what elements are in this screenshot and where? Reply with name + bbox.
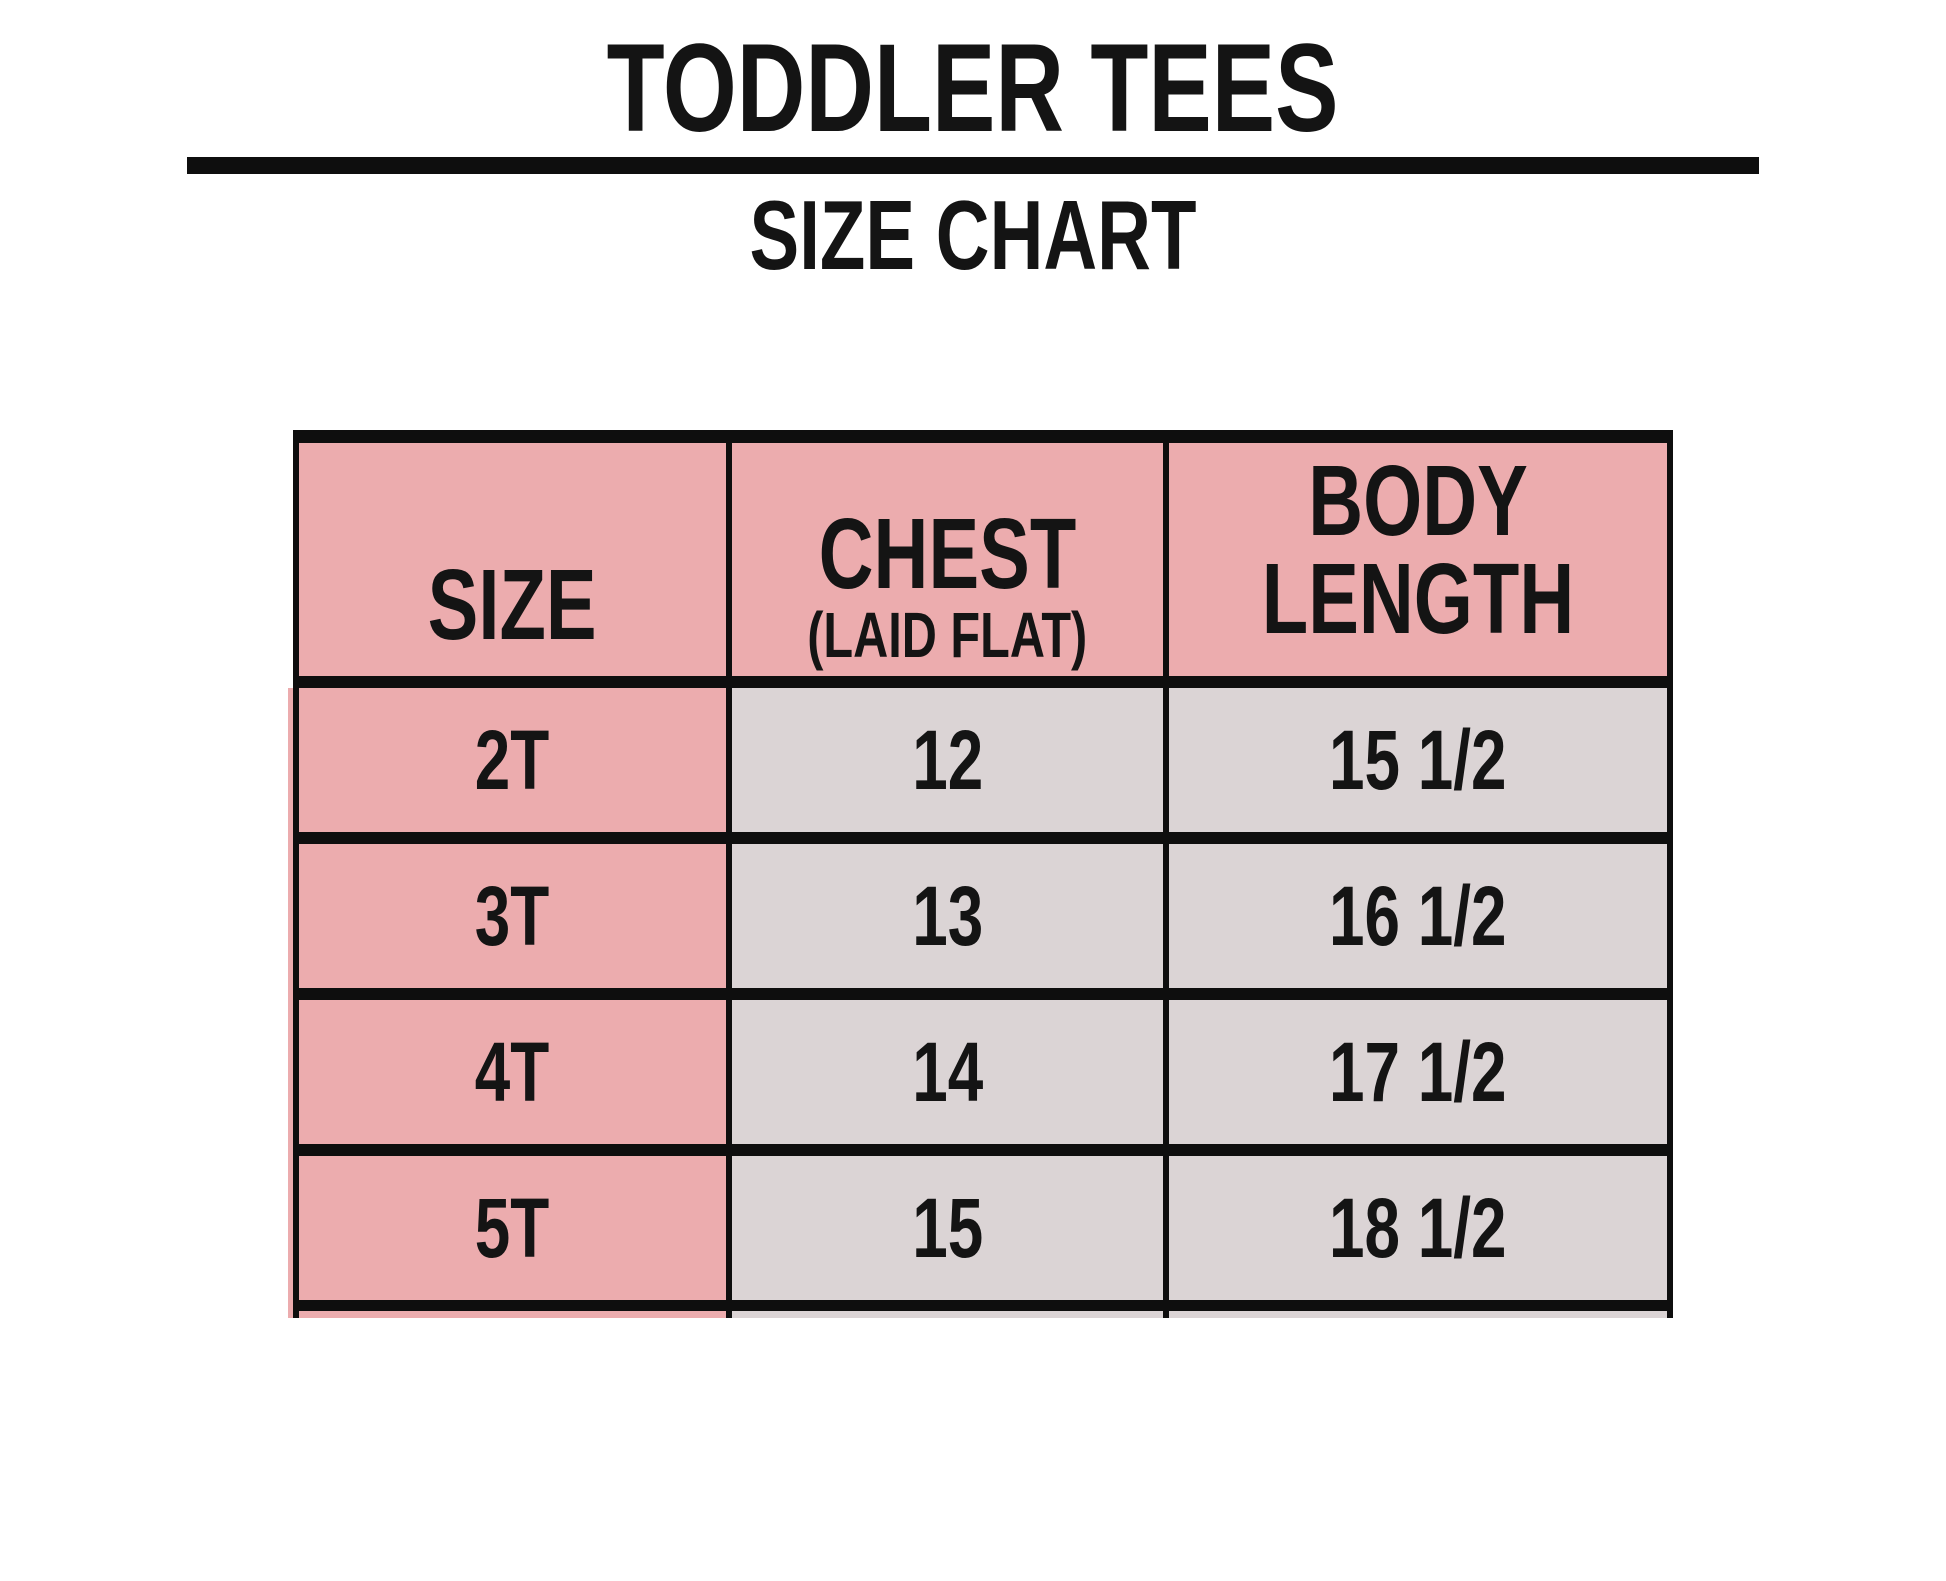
cell-body-length: 15 1/2 — [1163, 688, 1673, 832]
table-row-3t: 3T 13 16 1/2 — [293, 844, 1673, 1000]
size-value: 5T — [475, 1181, 550, 1275]
table-row-4t: 4T 14 17 1/2 — [293, 1000, 1673, 1156]
page-title-text: TODDLER TEES — [607, 19, 1339, 158]
chest-value: 12 — [911, 713, 984, 807]
size-value: 3T — [475, 869, 550, 963]
column-label-body-length: BODY LENGTH — [1261, 445, 1575, 655]
cell-size: 4T — [293, 1000, 726, 1144]
page-subtitle-text: SIZE CHART — [749, 180, 1197, 290]
cell-chest: 15 — [726, 1156, 1163, 1300]
bottom-sliver-size — [293, 1311, 726, 1318]
chest-value: 14 — [911, 1025, 984, 1119]
left-edge-overpaint — [288, 688, 293, 1318]
page-title: TODDLER TEES — [0, 26, 1946, 151]
body-length-value: 18 1/2 — [1329, 1181, 1507, 1275]
column-label-chest: CHEST — [818, 497, 1077, 610]
header-cell-body-length: BODY LENGTH — [1163, 443, 1673, 676]
cell-chest: 14 — [726, 1000, 1163, 1144]
cell-chest: 13 — [726, 844, 1163, 988]
column-sublabel-chest: (LAID FLAT) — [807, 598, 1088, 671]
cell-size: 2T — [293, 688, 726, 832]
body-length-value: 17 1/2 — [1329, 1025, 1507, 1119]
table-row-2t: 2T 12 15 1/2 — [293, 688, 1673, 844]
cell-size: 3T — [293, 844, 726, 988]
title-underline — [187, 157, 1759, 174]
size-value: 4T — [475, 1025, 550, 1119]
bottom-sliver-chest — [726, 1311, 1163, 1318]
cell-body-length: 16 1/2 — [1163, 844, 1673, 988]
page-subtitle: SIZE CHART — [0, 186, 1946, 284]
cell-chest: 12 — [726, 688, 1163, 832]
body-length-value: 16 1/2 — [1329, 869, 1507, 963]
size-value: 2T — [475, 713, 550, 807]
size-table: SIZE CHEST (LAID FLAT) BODY LENGTH 2T 12… — [288, 430, 1673, 1318]
chest-value: 13 — [911, 869, 984, 963]
column-label-size: SIZE — [428, 549, 597, 661]
header-cell-chest: CHEST (LAID FLAT) — [726, 443, 1163, 676]
bottom-edge-overpaint — [293, 1311, 1673, 1318]
body-length-value: 15 1/2 — [1329, 713, 1507, 807]
cell-body-length: 18 1/2 — [1163, 1156, 1673, 1300]
chest-value: 15 — [911, 1181, 984, 1275]
bottom-sliver-body-length — [1163, 1311, 1673, 1318]
cell-size: 5T — [293, 1156, 726, 1300]
table-header-row: SIZE CHEST (LAID FLAT) BODY LENGTH — [293, 443, 1673, 688]
cell-body-length: 17 1/2 — [1163, 1000, 1673, 1144]
table-row-5t: 5T 15 18 1/2 — [293, 1156, 1673, 1311]
header-cell-size: SIZE — [293, 443, 726, 676]
